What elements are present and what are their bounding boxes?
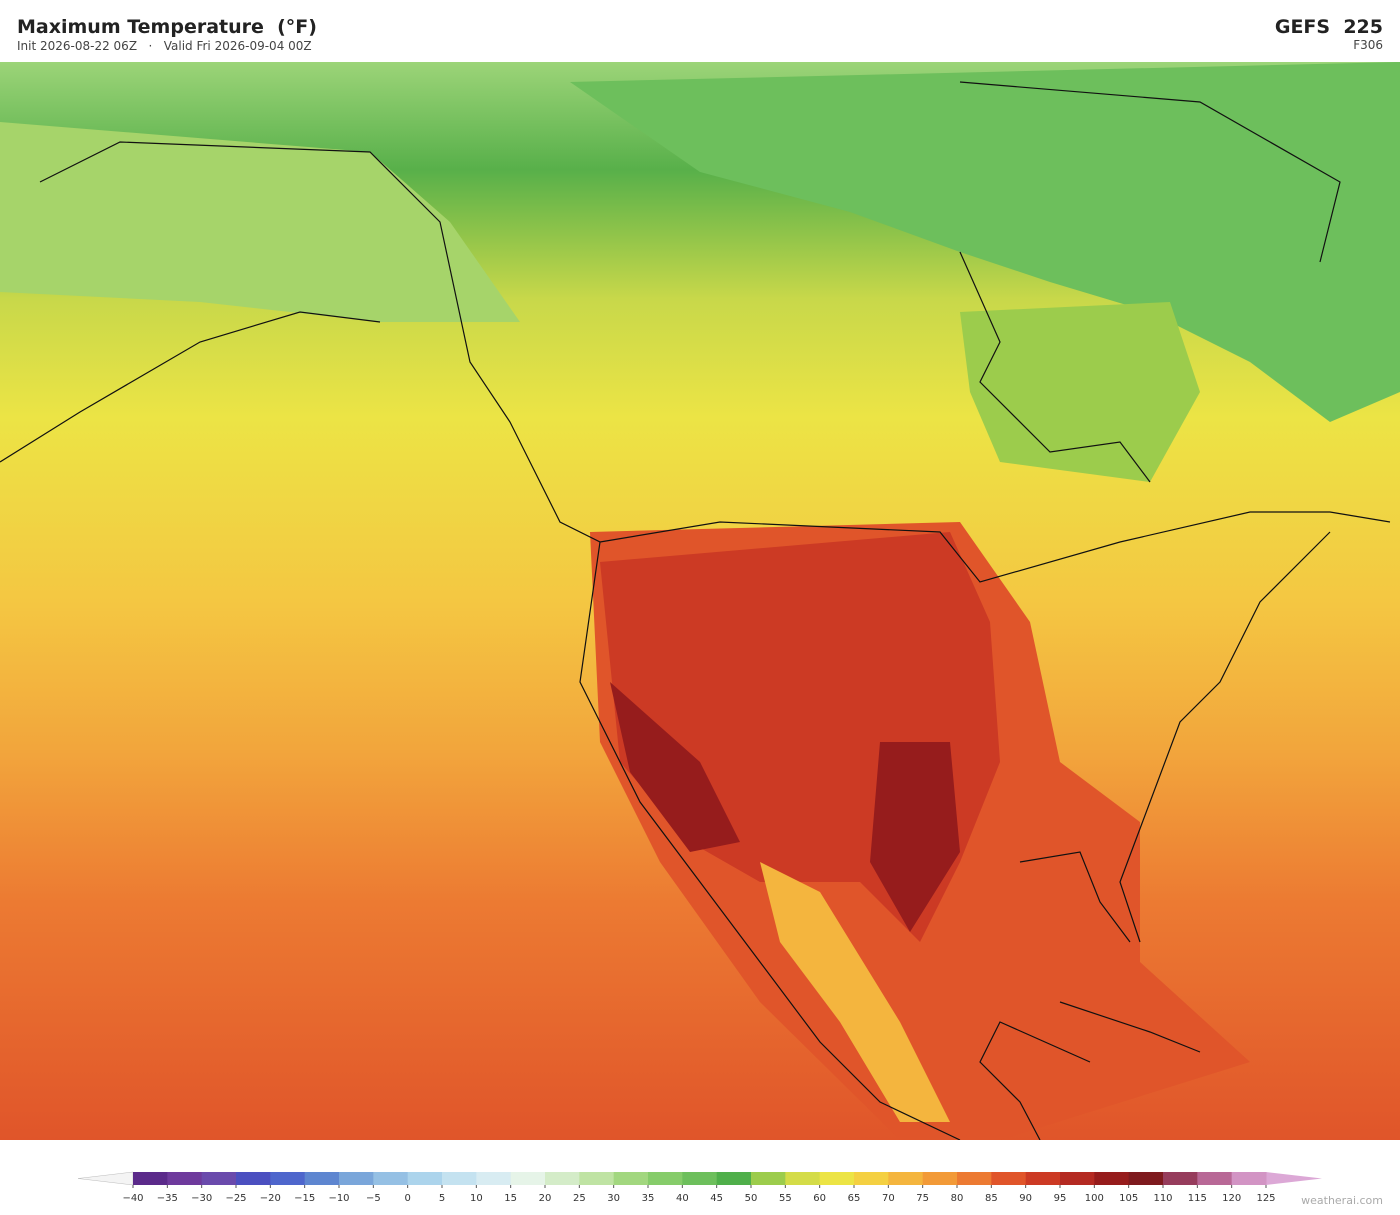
tick-label: −35 [157, 1193, 178, 1204]
forecast-hour: F306 [1353, 38, 1383, 52]
color-bin [751, 1172, 786, 1185]
tick-label: 40 [676, 1193, 689, 1204]
tick-label: 55 [779, 1193, 792, 1204]
tick-label: 110 [1153, 1193, 1172, 1204]
color-bin [854, 1172, 889, 1185]
tick-label: 85 [985, 1193, 998, 1204]
color-bin [888, 1172, 924, 1185]
map-title: Maximum Temperature (°F) [17, 16, 317, 38]
tick-label: 60 [813, 1193, 826, 1204]
under-extension [77, 1171, 134, 1186]
tick-label: 30 [607, 1193, 620, 1204]
tick-label: 15 [504, 1193, 517, 1204]
tick-label: 5 [439, 1193, 445, 1204]
color-bin [682, 1172, 718, 1185]
tick-label: 125 [1256, 1193, 1275, 1204]
tick-label: 115 [1188, 1193, 1207, 1204]
color-bin [819, 1172, 855, 1185]
temperature-map [0, 62, 1400, 1140]
tick-label: 0 [404, 1193, 410, 1204]
color-bin [991, 1172, 1027, 1185]
tick-label: −20 [260, 1193, 281, 1204]
tick-label: 65 [848, 1193, 861, 1204]
color-bin [1197, 1172, 1233, 1185]
color-bin [407, 1172, 443, 1185]
map-subtitle: Init 2026-08-22 06Z · Valid Fri 2026-09-… [17, 39, 312, 53]
tick-label: 70 [882, 1193, 895, 1204]
color-bin [339, 1172, 374, 1185]
tick-label: 120 [1222, 1193, 1241, 1204]
color-bin [304, 1172, 340, 1185]
color-bin [579, 1172, 615, 1185]
over-extension [1266, 1172, 1322, 1185]
color-bin [442, 1172, 477, 1185]
tick-label: −40 [122, 1193, 143, 1204]
color-bin [1025, 1172, 1061, 1185]
tick-label: 10 [470, 1193, 483, 1204]
mexico-plateau [760, 862, 950, 1122]
coastline-north [959, 81, 1341, 483]
color-bin [648, 1172, 683, 1185]
tick-label: −15 [294, 1193, 315, 1204]
model-label: GEFS 225 [1274, 16, 1383, 38]
us-hottest [610, 682, 960, 932]
tick-label: 50 [745, 1193, 758, 1204]
color-bin [545, 1172, 580, 1185]
tick-label: −5 [366, 1193, 381, 1204]
watermark: weatherai.com [1301, 1194, 1383, 1207]
tick-label: 45 [710, 1193, 723, 1204]
tick-label: 100 [1085, 1193, 1104, 1204]
tick-label: 95 [1054, 1193, 1067, 1204]
hudson-bay [960, 302, 1200, 482]
color-bin [167, 1172, 203, 1185]
color-bin [957, 1172, 992, 1185]
colorbar: weatherai.com −40 −35 −30 −25 −20 −15 −10 −5 0 5 1… [77, 1171, 1383, 1207]
tick-label: 25 [573, 1193, 586, 1204]
tick-label: 35 [642, 1193, 655, 1204]
tick-label: −10 [328, 1193, 349, 1204]
tick-label: 80 [951, 1193, 964, 1204]
color-bin [236, 1172, 271, 1185]
tick-label: 75 [916, 1193, 929, 1204]
color-bin [133, 1172, 168, 1185]
tick-label: −30 [191, 1193, 212, 1204]
color-bin [1060, 1172, 1095, 1185]
color-bin [716, 1172, 752, 1185]
color-bin [922, 1172, 958, 1185]
coastline [0, 141, 1391, 1140]
color-bin [613, 1172, 649, 1185]
color-bin [1094, 1172, 1130, 1185]
tick-label: 20 [539, 1193, 552, 1204]
tick-label: 105 [1119, 1193, 1138, 1204]
tick-label: 90 [1019, 1193, 1032, 1204]
color-bin [201, 1172, 237, 1185]
color-bin [1231, 1172, 1267, 1185]
color-bin [373, 1172, 409, 1185]
color-bin [785, 1172, 821, 1185]
color-bin [510, 1172, 546, 1185]
color-bin [270, 1172, 306, 1185]
canada-cool [570, 62, 1400, 422]
color-bin [1163, 1172, 1198, 1185]
color-bin [1128, 1172, 1164, 1185]
color-bin [476, 1172, 512, 1185]
tick-label: −25 [225, 1193, 246, 1204]
